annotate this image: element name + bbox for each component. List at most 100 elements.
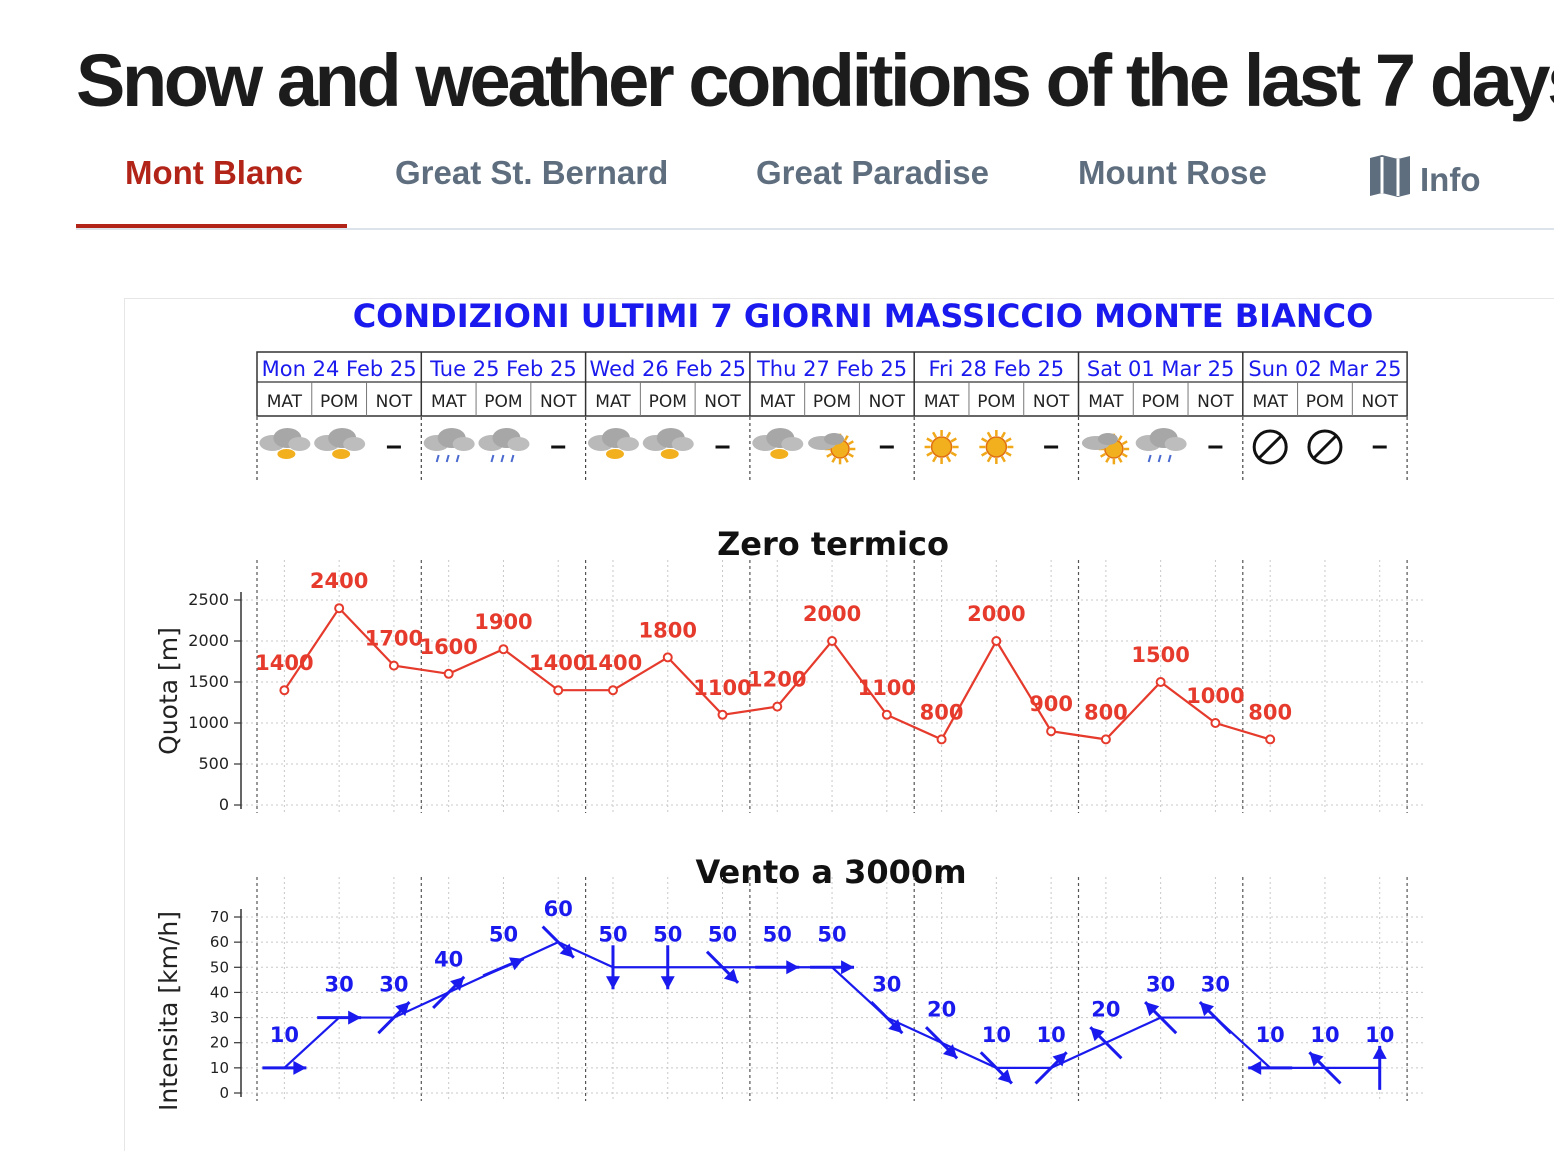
- wind-arrow: [605, 945, 620, 990]
- conditions-chart: CONDIZIONI ULTIMI 7 GIORNI MASSICCIO MON…: [154, 299, 1425, 1111]
- period-label: POM: [1306, 392, 1344, 412]
- period-label: MAT: [1252, 392, 1288, 412]
- no-data-icon: [1307, 429, 1343, 465]
- wind-arrow: [317, 1010, 362, 1025]
- wind-arrow: [810, 960, 855, 975]
- vento-value-label: 10: [982, 1023, 1011, 1047]
- y-tick-label: 500: [198, 754, 229, 773]
- period-label: MAT: [1088, 392, 1124, 412]
- vento-value-label: 30: [1201, 973, 1230, 997]
- zero-termico-value-label: 800: [920, 700, 964, 724]
- zero-termico-value-label: 1100: [693, 676, 751, 700]
- vento-value-label: 30: [1146, 973, 1175, 997]
- zero-termico-point: [827, 636, 838, 646]
- vento-ylabel: Intensita [km/h]: [154, 911, 183, 1111]
- tabs-divider: [76, 228, 1554, 230]
- zero-termico-value-label: 1700: [365, 627, 423, 651]
- y-tick-label: 20: [210, 1034, 229, 1052]
- wind-arrow: [1034, 1051, 1068, 1085]
- page-title: Snow and weather conditions of the last …: [76, 39, 1554, 122]
- y-tick-label: 0: [219, 1084, 229, 1102]
- y-tick-label: 50: [210, 958, 229, 976]
- day-header: Sun 02 Mar 25: [1248, 357, 1401, 381]
- zero-termico-value-label: 1500: [1131, 643, 1189, 667]
- wind-arrow: [1308, 1051, 1342, 1085]
- zero-termico-value-label: 900: [1029, 692, 1073, 716]
- zero-termico-value-label: 1800: [639, 618, 697, 642]
- period-label: POM: [320, 392, 358, 412]
- wind-arrow: [432, 975, 466, 1010]
- active-tab-indicator: [76, 224, 347, 228]
- cloudy-rain-icon: [1135, 428, 1187, 463]
- vento-value-label: 30: [325, 973, 354, 997]
- zero-termico-point: [498, 644, 509, 655]
- zero-termico-value-label: 1400: [255, 651, 313, 675]
- cloudy-sun-icon: [259, 428, 311, 459]
- period-label: MAT: [595, 392, 631, 412]
- y-tick-label: 1500: [188, 672, 229, 691]
- chart-header-title: CONDIZIONI ULTIMI 7 GIORNI MASSICCIO MON…: [353, 299, 1374, 335]
- weather-icons-row: [256, 417, 1408, 481]
- vento-value-label: 30: [872, 973, 901, 997]
- cloudy-rain-icon: [423, 428, 475, 463]
- zero-termico-point: [772, 701, 783, 712]
- y-tick-label: 40: [210, 983, 229, 1001]
- period-label: NOT: [704, 392, 741, 412]
- tab-great-st-bernard[interactable]: Great St. Bernard: [395, 154, 669, 191]
- tab-mount-rose[interactable]: Mount Rose: [1078, 154, 1267, 191]
- partly-sunny-icon: [808, 433, 856, 465]
- period-label: POM: [649, 392, 687, 412]
- tab-great-paradise[interactable]: Great Paradise: [756, 154, 989, 191]
- y-tick-label: 60: [210, 933, 229, 951]
- period-label: NOT: [376, 392, 413, 412]
- zero-termico-ylabel: Quota [m]: [154, 627, 183, 755]
- vento-value-label: 20: [927, 998, 956, 1022]
- vento-value-label: 50: [708, 922, 737, 946]
- y-tick-label: 2500: [188, 590, 229, 609]
- zero-termico-value-label: 1400: [529, 651, 587, 675]
- zero-termico-value-label: 1400: [584, 651, 642, 675]
- period-label: POM: [1141, 392, 1179, 412]
- map-icon: [1368, 154, 1412, 206]
- period-label: NOT: [1361, 392, 1398, 412]
- vento-value-label: 10: [1365, 1023, 1394, 1047]
- period-label: POM: [813, 392, 851, 412]
- chart-panel: CONDIZIONI ULTIMI 7 GIORNI MASSICCIO MON…: [124, 298, 1554, 1151]
- wind-arrow: [262, 1060, 307, 1075]
- tab-info[interactable]: Info: [1368, 154, 1480, 206]
- y-tick-label: 1000: [188, 713, 229, 732]
- tab-mont-blanc[interactable]: Mont Blanc: [125, 154, 303, 191]
- wind-arrow: [705, 950, 740, 984]
- zero-termico-value-label: 2400: [310, 569, 368, 593]
- vento-value-label: 50: [817, 922, 846, 946]
- zero-termico-value-label: 2000: [967, 602, 1025, 626]
- y-tick-label: 2000: [188, 631, 229, 650]
- zero-termico-value-label: 1900: [474, 610, 532, 634]
- y-tick-label: 0: [219, 795, 229, 814]
- vento-chart: Vento a 3000m Intensita [km/h] 0 10 20 30 40…: [154, 853, 1425, 1111]
- massif-tabs: Mont Blanc Great St. Bernard Great Parad…: [0, 140, 1554, 232]
- zero-termico-value-label: 1100: [858, 676, 916, 700]
- day-header: Sat 01 Mar 25: [1087, 357, 1235, 381]
- zero-termico-point: [553, 685, 564, 696]
- y-tick-label: 10: [210, 1059, 229, 1077]
- vento-value-label: 50: [763, 922, 792, 946]
- y-tick-label: 70: [210, 908, 229, 926]
- vento-value-label: 50: [598, 922, 627, 946]
- period-label: MAT: [431, 392, 467, 412]
- wind-arrow: [1144, 1000, 1178, 1035]
- y-tick-label: 30: [210, 1009, 229, 1027]
- wind-arrow: [660, 945, 675, 990]
- partly-sunny-icon: [1081, 433, 1130, 465]
- vento-value-label: 50: [653, 922, 682, 946]
- vento-value-label: 50: [489, 922, 518, 946]
- vento-title: Vento a 3000m: [695, 853, 966, 891]
- cloudy-sun-icon: [587, 428, 639, 459]
- vento-value-label: 10: [1036, 1023, 1065, 1047]
- zero-termico-point: [443, 668, 454, 679]
- zero-termico-value-label: 1200: [748, 668, 806, 692]
- zero-termico-point: [388, 660, 399, 671]
- period-label: NOT: [1197, 392, 1234, 412]
- vento-value-label: 30: [379, 973, 408, 997]
- zero-termico-value-label: 1600: [419, 635, 477, 659]
